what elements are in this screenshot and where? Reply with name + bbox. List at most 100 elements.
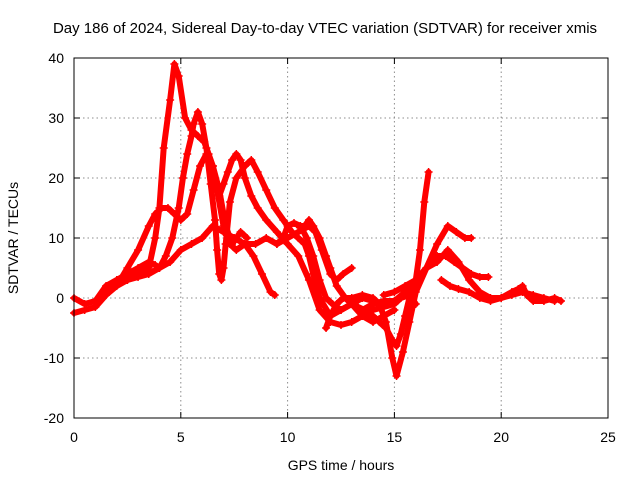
data-point-arc-4: [208, 222, 217, 230]
data-point-arc-4: [144, 270, 153, 278]
data-point-arc-2: [247, 156, 256, 164]
data-point-arc-6: [315, 276, 324, 284]
data-point-arc-2: [210, 216, 219, 224]
data-point-arc-5: [337, 321, 345, 329]
data-point-arc-2: [134, 264, 143, 272]
data-point-arc-2: [253, 168, 262, 176]
data-point-arc-1: [174, 72, 183, 80]
data-point-arc-3: [163, 204, 172, 212]
data-point-arc-3: [228, 240, 237, 248]
data-point-arc-10: [390, 288, 399, 296]
data-point-arc-5: [232, 150, 241, 158]
y-tick-label: 0: [56, 290, 64, 306]
data-point-arc-6: [322, 294, 331, 302]
data-point-arc-11: [550, 294, 559, 302]
data-point-arc-11: [522, 291, 531, 299]
data-point-arc-4: [166, 258, 175, 266]
data-point-arc-4: [176, 246, 185, 254]
data-point-arc-11: [518, 282, 527, 290]
x-tick-label: 5: [177, 429, 185, 445]
data-point-arc-4: [230, 234, 239, 242]
data-point-arc-3: [243, 234, 252, 242]
data-point-arc-3: [183, 210, 192, 218]
data-point-arc-8: [326, 312, 335, 320]
data-point-arc-10: [379, 291, 388, 299]
data-point-arc-7: [309, 222, 318, 230]
data-point-arc-5: [294, 252, 303, 260]
data-point-arc-7: [332, 282, 341, 290]
axes: 0 5 10 15 20 25 -20 -10 0 10 20 30 40: [44, 50, 616, 445]
data-point-arc-11: [529, 297, 538, 305]
data-point-arc-2: [183, 150, 192, 158]
data-point-arc-8: [381, 318, 390, 326]
data-point-arc-2: [193, 108, 202, 116]
data-point-arc-2: [91, 297, 100, 305]
data-point-arc-7: [369, 312, 378, 320]
data-point-arc-10: [422, 264, 431, 272]
data-point-arc-7: [396, 330, 405, 338]
data-point-arc-5: [347, 318, 356, 326]
data-point-arc-6: [302, 234, 311, 242]
data-point-arc-7: [416, 246, 425, 254]
data-point-arc-3: [170, 210, 179, 218]
data-point-arc-2: [178, 174, 187, 182]
data-point-arc-7: [354, 303, 363, 311]
data-point-arc-5: [240, 174, 249, 182]
data-point-arc-2: [232, 174, 241, 182]
data-point-arc-2: [279, 216, 288, 224]
data-point-arc-4: [187, 240, 196, 248]
data-point-arc-3: [189, 186, 198, 194]
data-series: [70, 60, 566, 380]
data-point-arc-5: [223, 168, 232, 176]
data-point-arc-11: [514, 285, 523, 293]
data-point-arc-4: [347, 264, 356, 272]
data-point-arc-11: [475, 294, 484, 302]
data-point-arc-9: [475, 273, 484, 281]
data-point-arc-8: [452, 228, 461, 236]
data-point-arc-11: [486, 297, 495, 305]
data-point-arc-2: [217, 276, 226, 284]
data-point-arc-6: [290, 219, 299, 227]
data-point-arc-5: [215, 192, 224, 200]
y-axis-label: SDTVAR / TECUs: [5, 182, 21, 294]
data-point-arc-10: [411, 276, 420, 284]
data-point-arc-2: [189, 120, 198, 128]
data-point-arc-8: [392, 372, 401, 380]
x-tick-label: 20: [493, 429, 509, 445]
data-point-arc-4: [240, 240, 249, 248]
data-point-arc-4: [339, 270, 348, 278]
data-point-arc-7: [326, 264, 335, 272]
data-point-arc-8: [332, 300, 341, 308]
data-point-arc-5: [253, 204, 262, 212]
data-point-arc-1: [181, 114, 190, 122]
data-point-arc-11: [497, 294, 506, 302]
data-point-arc-4: [198, 234, 207, 242]
series-line-arc-2: [71, 109, 398, 325]
data-point-arc-8: [358, 291, 367, 299]
data-point-arc-2: [144, 258, 153, 266]
data-point-arc-2: [213, 246, 222, 254]
data-point-arc-2: [270, 204, 279, 212]
data-point-arc-2: [215, 270, 224, 278]
data-point-arc-1: [257, 270, 266, 278]
data-point-arc-11: [437, 276, 446, 284]
data-point-arc-3: [123, 264, 132, 272]
x-tick-label: 0: [70, 429, 78, 445]
data-point-arc-1: [151, 234, 160, 242]
y-tick-label: 40: [48, 50, 64, 66]
data-point-arc-10: [401, 282, 410, 290]
data-point-arc-2: [168, 234, 177, 242]
data-point-arc-3: [176, 216, 185, 224]
data-point-arc-1: [270, 291, 279, 299]
data-point-arc-3: [236, 228, 245, 236]
data-point-arc-2: [198, 120, 207, 128]
data-point-arc-2: [262, 186, 271, 194]
data-point-arc-1: [232, 246, 241, 254]
data-point-arc-6: [337, 306, 345, 314]
data-point-arc-4: [262, 234, 271, 242]
data-point-arc-6: [309, 252, 318, 260]
data-point-arc-8: [398, 348, 407, 356]
data-point-arc-9: [358, 306, 367, 314]
series-line-arc-7: [295, 169, 432, 349]
